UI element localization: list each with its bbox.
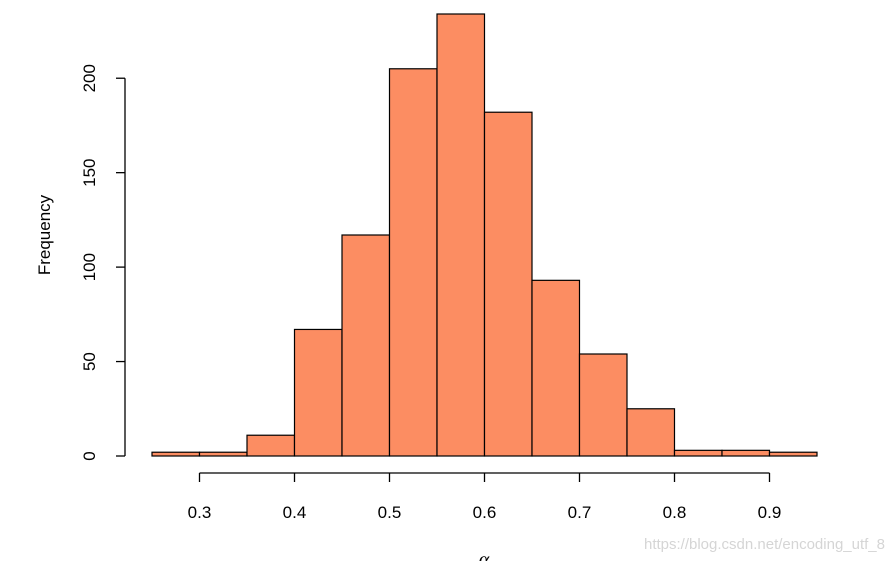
histogram-bar	[770, 452, 818, 456]
histogram-bar	[627, 409, 675, 456]
y-axis: 0 50 100 150 200 Frequency	[35, 64, 125, 461]
y-axis-title: Frequency	[35, 194, 54, 275]
histogram-bar	[152, 452, 200, 456]
x-tick-label: 0.9	[758, 503, 782, 522]
histogram-bar	[437, 14, 485, 456]
y-tick-label: 100	[80, 253, 99, 281]
x-tick-label: 0.3	[188, 503, 212, 522]
watermark-url: https://blog.csdn.net/encoding_utf_8	[644, 536, 885, 553]
x-tick-label: 0.8	[663, 503, 687, 522]
histogram-bar	[200, 452, 248, 456]
histogram-bar	[485, 112, 533, 456]
histogram-bars	[152, 14, 817, 456]
y-tick-label: 150	[80, 158, 99, 186]
histogram-bar	[342, 235, 390, 456]
y-tick-label: 200	[80, 64, 99, 92]
x-ticks: 0.3 0.4 0.5 0.6 0.7 0.8 0.9	[188, 473, 782, 522]
histogram-bar	[580, 354, 628, 456]
histogram-bar	[295, 329, 343, 456]
y-tick-label: 0	[80, 451, 99, 460]
x-tick-label: 0.6	[473, 503, 497, 522]
x-tick-label: 0.5	[378, 503, 402, 522]
histogram-bar	[247, 435, 295, 456]
x-axis-title: α	[479, 549, 490, 561]
histogram-bar	[675, 450, 723, 456]
x-tick-label: 0.7	[568, 503, 592, 522]
histogram-bar	[722, 450, 770, 456]
x-tick-label: 0.4	[283, 503, 307, 522]
y-ticks: 0 50 100 150 200	[80, 64, 125, 461]
histogram-bar	[390, 69, 438, 456]
histogram-bar	[532, 280, 580, 456]
y-tick-label: 50	[80, 352, 99, 371]
